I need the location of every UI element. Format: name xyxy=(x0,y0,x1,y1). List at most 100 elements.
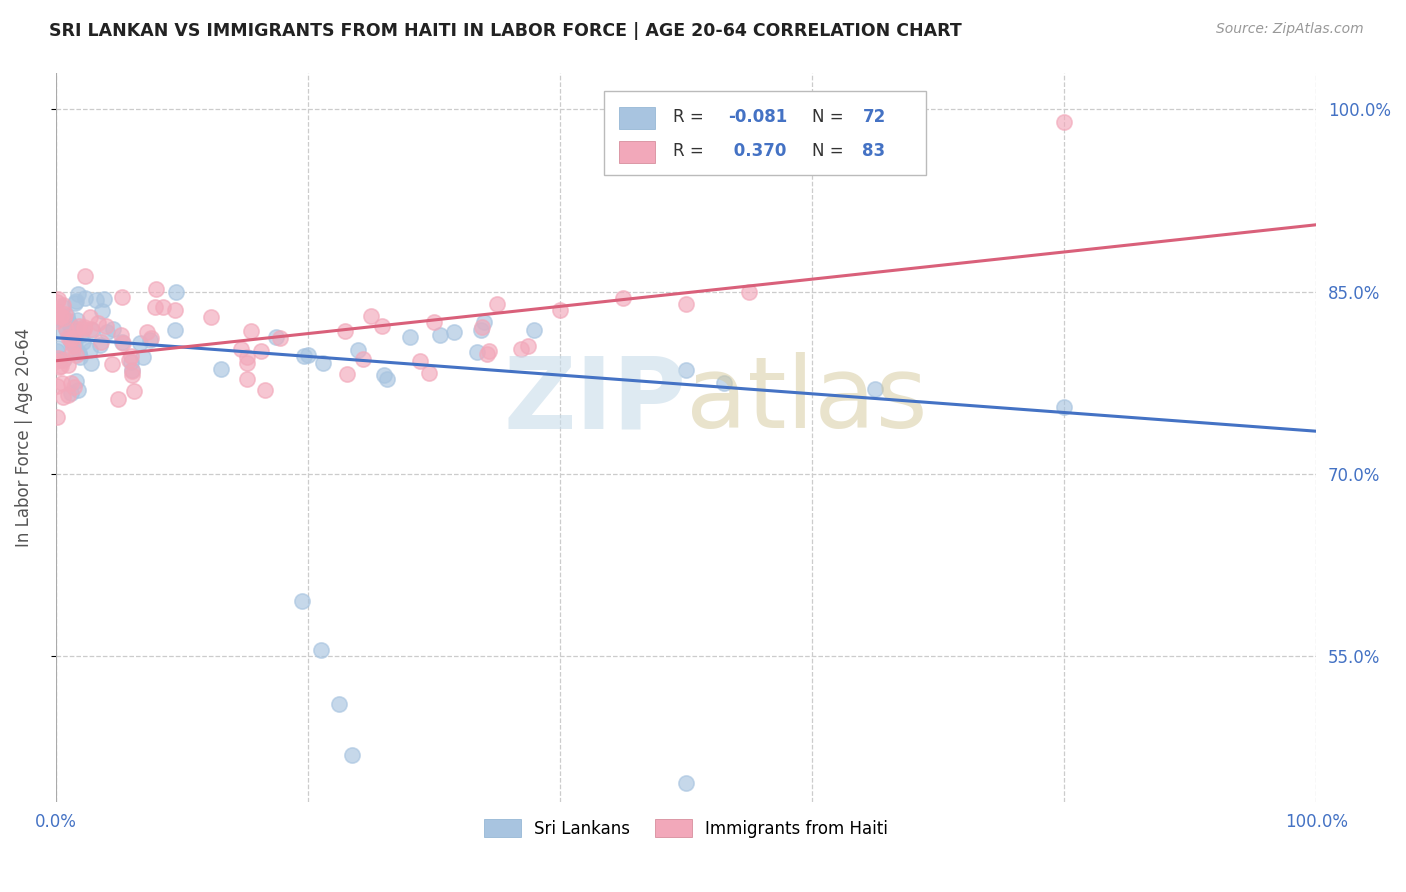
Point xyxy=(46,324,69,338)
Point xyxy=(269,331,291,345)
Point xyxy=(738,285,761,299)
Point xyxy=(266,330,288,344)
Point xyxy=(66,286,89,301)
Point xyxy=(63,295,86,310)
Text: 83: 83 xyxy=(862,142,886,160)
Point xyxy=(53,311,76,326)
Point xyxy=(478,343,501,358)
Point xyxy=(472,315,495,329)
Point xyxy=(46,312,69,326)
Point xyxy=(52,390,75,404)
Point xyxy=(46,304,69,318)
Point xyxy=(236,350,259,364)
Point xyxy=(86,293,108,307)
Point xyxy=(110,328,132,343)
Point xyxy=(423,315,446,329)
Point xyxy=(79,343,101,358)
Point xyxy=(96,318,118,333)
Text: ZIP: ZIP xyxy=(503,352,686,450)
Point xyxy=(200,310,222,324)
Point xyxy=(165,285,187,300)
Point xyxy=(59,317,82,331)
Point xyxy=(371,319,394,334)
Point xyxy=(309,642,332,657)
Point xyxy=(56,314,79,328)
Point xyxy=(65,375,87,389)
Point xyxy=(73,291,96,305)
Point xyxy=(163,302,186,317)
Point xyxy=(80,323,103,337)
Point xyxy=(53,351,76,366)
Point xyxy=(66,383,89,397)
Point xyxy=(523,323,546,337)
Point xyxy=(336,367,359,381)
Point xyxy=(398,329,420,343)
Text: Source: ZipAtlas.com: Source: ZipAtlas.com xyxy=(1216,22,1364,37)
Text: -0.081: -0.081 xyxy=(728,109,787,127)
Point xyxy=(63,338,86,352)
Point xyxy=(46,378,69,392)
Text: N =: N = xyxy=(813,142,849,160)
Point xyxy=(467,344,489,359)
Point xyxy=(120,349,142,363)
Point xyxy=(675,776,697,790)
Point xyxy=(111,334,134,349)
Point xyxy=(65,348,87,362)
Point xyxy=(49,359,72,374)
Point xyxy=(55,322,77,336)
Point xyxy=(100,357,122,371)
FancyBboxPatch shape xyxy=(619,141,655,162)
Point xyxy=(121,355,143,369)
Point xyxy=(80,322,103,336)
Point xyxy=(69,350,91,364)
Point xyxy=(67,346,90,360)
Point xyxy=(239,324,262,338)
Point xyxy=(713,376,735,390)
Point xyxy=(118,353,141,368)
Point xyxy=(45,410,67,425)
Point xyxy=(55,310,77,324)
Point xyxy=(235,372,257,386)
Point xyxy=(1053,114,1076,128)
Point xyxy=(52,300,75,314)
Point xyxy=(139,333,162,347)
Point xyxy=(73,268,96,283)
Point xyxy=(55,322,77,336)
Point xyxy=(45,294,67,309)
Point xyxy=(236,356,259,370)
Point xyxy=(132,350,155,364)
Point xyxy=(59,332,82,346)
Point xyxy=(863,382,886,396)
Point xyxy=(145,282,167,296)
Point xyxy=(165,322,187,336)
Point xyxy=(45,314,67,328)
Point xyxy=(66,313,89,327)
Point xyxy=(48,359,70,374)
Point xyxy=(470,323,492,337)
Point xyxy=(58,359,80,373)
Point xyxy=(111,290,134,304)
Point xyxy=(56,388,79,402)
Point xyxy=(209,361,232,376)
Point xyxy=(62,331,84,345)
Legend: Sri Lankans, Immigrants from Haiti: Sri Lankans, Immigrants from Haiti xyxy=(478,813,894,844)
Point xyxy=(121,364,143,378)
Point xyxy=(291,594,314,608)
Point xyxy=(58,329,80,343)
Point xyxy=(80,356,103,370)
Point xyxy=(45,343,67,358)
Point xyxy=(121,368,143,382)
Point xyxy=(510,342,533,356)
Point xyxy=(548,302,571,317)
Point xyxy=(91,304,114,318)
Point xyxy=(52,312,75,326)
Point xyxy=(250,344,273,359)
Point xyxy=(429,328,451,343)
Point xyxy=(352,352,374,367)
Point xyxy=(612,291,634,305)
Point xyxy=(360,309,382,323)
Point xyxy=(443,326,465,340)
Point xyxy=(60,376,83,390)
Point xyxy=(55,313,77,327)
Text: N =: N = xyxy=(813,109,849,127)
